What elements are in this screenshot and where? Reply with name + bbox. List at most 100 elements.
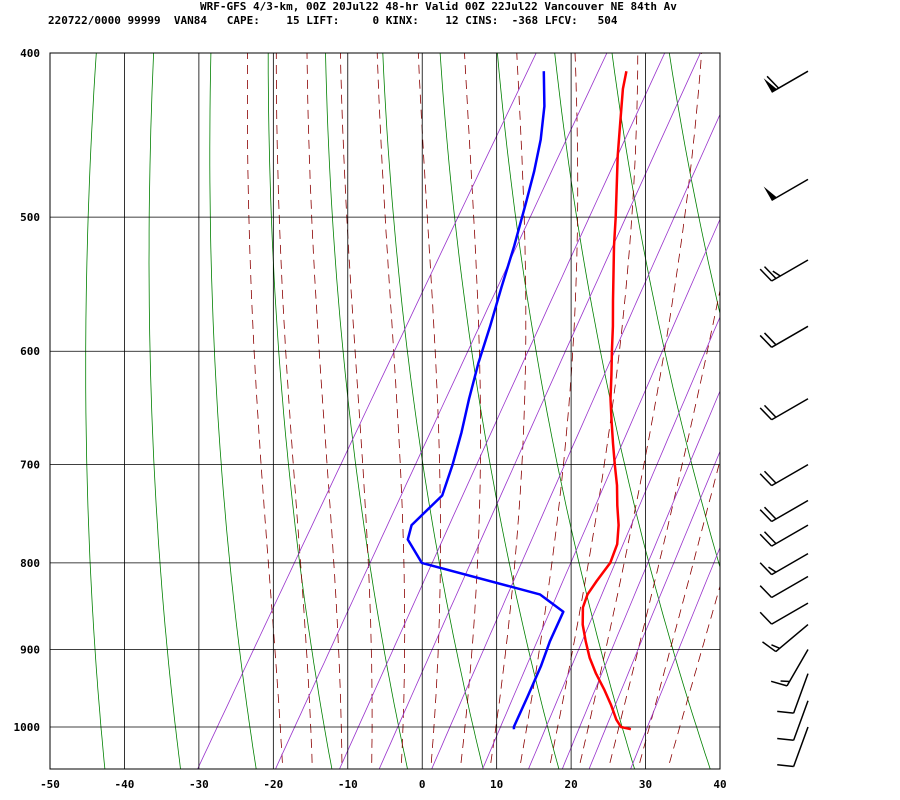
wind-barb-feather bbox=[759, 611, 773, 625]
wind-barb bbox=[759, 325, 809, 348]
wind-barb bbox=[777, 700, 809, 742]
sounding-profiles bbox=[406, 70, 632, 731]
mixing-ratio-line bbox=[431, 113, 720, 769]
wind-barb-feather bbox=[759, 473, 773, 487]
moist-adiabat bbox=[275, 53, 313, 763]
wind-barb-feather bbox=[768, 566, 777, 573]
y-tick-label: 1000 bbox=[14, 721, 41, 734]
dry-adiabat bbox=[382, 53, 484, 769]
x-tick-label: 40 bbox=[713, 778, 726, 791]
wind-barb-feather bbox=[777, 710, 794, 714]
y-tick-label: 800 bbox=[20, 557, 40, 570]
wind-barb-pennant bbox=[763, 186, 777, 201]
y-tick-label: 400 bbox=[20, 47, 40, 60]
wind-barb-shaft bbox=[771, 499, 809, 523]
y-tick-label: 900 bbox=[20, 643, 40, 656]
x-tick-label: -20 bbox=[263, 778, 283, 791]
mixing-ratio-line bbox=[378, 53, 701, 769]
moist-adiabat bbox=[339, 53, 373, 763]
x-tick-label: 10 bbox=[490, 778, 503, 791]
wind-barb bbox=[759, 463, 809, 487]
wind-barb-shaft bbox=[792, 726, 809, 767]
wind-barb-shaft bbox=[771, 552, 809, 576]
x-tick-label: -10 bbox=[338, 778, 358, 791]
wind-barb bbox=[763, 178, 809, 202]
mixing-ratio-line bbox=[339, 53, 666, 769]
wind-barb-feather bbox=[759, 268, 773, 282]
wind-barb-feather bbox=[759, 407, 773, 421]
wind-barb bbox=[759, 524, 809, 547]
plot-frame bbox=[49, 52, 721, 770]
wind-barbs bbox=[759, 70, 809, 768]
wind-barb-shaft bbox=[771, 524, 809, 547]
mixing-ratio-line bbox=[630, 546, 720, 769]
mixing-ratio-line bbox=[275, 53, 608, 769]
wind-barb-feather bbox=[763, 404, 777, 418]
wind-barb-shaft bbox=[792, 700, 809, 741]
wind-barb-shaft bbox=[771, 463, 809, 487]
x-tick-label: 20 bbox=[564, 778, 577, 791]
wind-barb-feather bbox=[766, 75, 780, 89]
dry-adiabat bbox=[267, 53, 333, 769]
wind-barb-feather bbox=[759, 334, 773, 348]
wind-barb-feather bbox=[759, 533, 773, 547]
y-tick-label: 700 bbox=[20, 459, 40, 472]
wind-barb-feather bbox=[763, 266, 777, 280]
wind-barb bbox=[777, 673, 809, 714]
moist-adiabat bbox=[669, 584, 720, 764]
temperature-profile bbox=[581, 70, 632, 731]
dry-adiabat bbox=[611, 53, 720, 569]
wind-barb-feather bbox=[763, 332, 777, 346]
mixing-ratio-line bbox=[588, 450, 720, 769]
y-tick-label: 600 bbox=[20, 345, 40, 358]
mixing-ratio-line bbox=[197, 53, 537, 769]
dry-adiabat bbox=[668, 53, 720, 316]
chart-title: WRF-GFS 4/3-km, 00Z 20Jul22 48-hr Valid … bbox=[200, 0, 677, 13]
wind-barb bbox=[759, 552, 809, 576]
wind-barb bbox=[770, 649, 809, 687]
wind-barb-feather bbox=[777, 737, 794, 742]
wind-barb bbox=[759, 575, 809, 599]
wind-barb-feather bbox=[759, 585, 773, 599]
x-tick-label: 0 bbox=[419, 778, 426, 791]
background-lines bbox=[85, 53, 900, 769]
wind-barb-feather bbox=[762, 641, 777, 653]
wind-barb bbox=[759, 499, 809, 523]
dry-adiabat bbox=[497, 53, 635, 769]
mixing-ratio-line bbox=[482, 218, 720, 769]
wind-barb-shaft bbox=[771, 178, 809, 202]
wind-barb-feather bbox=[772, 270, 781, 277]
wind-barb-feather bbox=[763, 470, 777, 484]
wind-barb-shaft bbox=[771, 602, 809, 625]
wind-barb bbox=[762, 623, 809, 653]
dry-adiabat bbox=[325, 53, 408, 769]
mixing-ratio-line bbox=[561, 390, 720, 769]
wind-barb-shaft bbox=[771, 259, 809, 282]
moist-adiabat bbox=[417, 53, 441, 763]
wind-barb-feather bbox=[763, 531, 777, 545]
dry-adiabat bbox=[841, 53, 900, 769]
y-axis-ticks: 400 500 600 700 800 900 1000 bbox=[14, 47, 41, 734]
wind-barb-shaft bbox=[771, 398, 809, 421]
dry-adiabat bbox=[209, 53, 257, 769]
x-tick-label: -40 bbox=[115, 778, 135, 791]
wind-barb-feather bbox=[780, 680, 790, 683]
wind-barb-shaft bbox=[792, 673, 809, 714]
dry-adiabat bbox=[439, 53, 560, 769]
sounding-indices: 220722/0000 99999 VAN84 CAPE: 15 LIFT: 0… bbox=[48, 14, 618, 27]
wind-barb-pennant bbox=[763, 78, 777, 93]
moist-adiabat bbox=[376, 53, 406, 763]
wind-barb-feather bbox=[759, 509, 773, 523]
y-tick-label: 500 bbox=[20, 211, 40, 224]
wind-barb bbox=[759, 259, 809, 282]
dry-adiabat bbox=[148, 53, 181, 769]
wind-barb-feather bbox=[771, 644, 780, 650]
wind-barb bbox=[759, 602, 809, 625]
x-axis-ticks: -50 -40 -30 -20 -10 0 10 20 30 40 bbox=[40, 778, 727, 791]
dry-adiabat bbox=[727, 53, 900, 769]
dewpoint-profile bbox=[406, 71, 565, 730]
wind-barb-shaft bbox=[775, 623, 809, 653]
wind-barb-feather bbox=[763, 506, 777, 520]
moist-adiabat bbox=[460, 53, 481, 763]
